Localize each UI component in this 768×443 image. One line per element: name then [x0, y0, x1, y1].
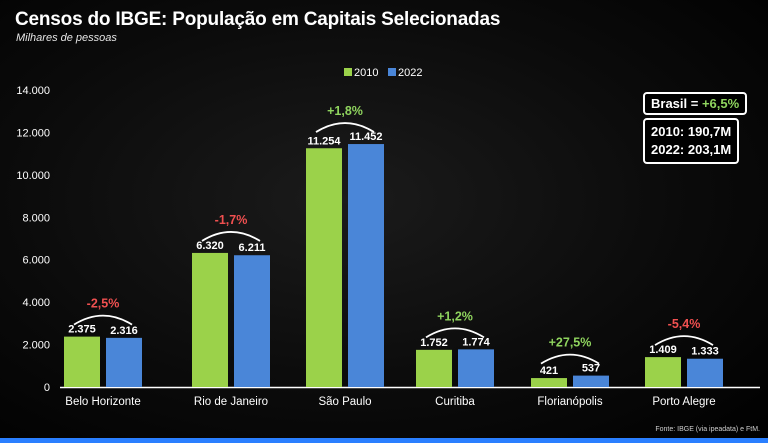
data-label-2022: 1.333	[691, 346, 719, 358]
category-label: Rio de Janeiro	[194, 396, 268, 408]
data-label-2010: 2.375	[68, 324, 96, 336]
change-arc	[73, 314, 133, 326]
census-total-2022: 2022: 203,1M	[651, 142, 732, 157]
category-label: Porto Alegre	[652, 396, 715, 408]
bar-2022	[458, 349, 494, 387]
source-note: Fonte: IBGE (via ipeadata) e FtM.	[655, 426, 760, 433]
bar-2022	[234, 255, 270, 387]
data-label-2010: 421	[540, 365, 558, 377]
change-label: +1,2%	[437, 309, 473, 323]
bar-2010	[192, 252, 228, 387]
y-tick-label: 6.000	[22, 255, 50, 267]
y-tick-label: 4.000	[22, 297, 50, 309]
data-label-2022: 11.452	[349, 131, 382, 143]
change-arc	[654, 335, 714, 346]
change-arc	[540, 353, 600, 365]
bar-2010	[645, 357, 681, 387]
change-arc	[201, 231, 261, 242]
bar-2010	[531, 378, 567, 387]
bar-2010	[416, 349, 452, 387]
census-totals-box: 2010: 190,7M 2022: 203,1M	[643, 118, 740, 164]
legend-label-2022: 2022	[398, 67, 422, 79]
y-tick-label: 2.000	[22, 340, 50, 352]
brasil-label: Brasil =	[651, 96, 702, 111]
data-label-2022: 6.211	[239, 242, 266, 254]
data-label-2022: 537	[582, 363, 600, 375]
category-label: Curitiba	[435, 396, 475, 408]
brasil-change: +6,5%	[701, 96, 740, 111]
data-label-2010: 1.409	[649, 344, 677, 356]
bar-2010	[306, 148, 342, 387]
change-arc	[315, 122, 375, 133]
census-total-2010: 2010: 190,7M	[651, 124, 732, 139]
category-label: São Paulo	[318, 396, 371, 408]
bar-2022	[348, 144, 384, 387]
change-label: -2,5%	[87, 297, 120, 311]
legend-swatch-2010	[344, 68, 352, 76]
data-label-2010: 1.752	[420, 337, 448, 349]
y-tick-label: 12.000	[16, 127, 50, 139]
legend-swatch-2022	[388, 68, 396, 76]
data-label-2010: 6.320	[196, 240, 224, 252]
legend-label-2010: 2010	[354, 67, 378, 79]
brasil-change-box: Brasil = +6,5%	[643, 92, 748, 115]
change-label: +27,5%	[549, 336, 592, 350]
change-label: -5,4%	[668, 317, 701, 331]
bar-2022	[106, 337, 142, 387]
bar-2022	[687, 358, 723, 387]
data-label-2010: 11.254	[307, 135, 341, 147]
chart-subtitle: Milhares de pessoas	[16, 32, 117, 44]
data-label-2022: 2.316	[110, 325, 138, 337]
y-tick-label: 8.000	[22, 212, 50, 224]
change-arc	[425, 327, 485, 339]
change-label: -1,7%	[215, 213, 248, 227]
y-tick-label: 10.000	[16, 170, 50, 182]
chart-title: Censos do IBGE: População em Capitais Se…	[15, 9, 501, 30]
bar-2010	[64, 336, 100, 387]
bottom-accent-bar	[0, 438, 768, 443]
y-tick-label: 14.000	[16, 85, 50, 97]
category-label: Belo Horizonte	[65, 396, 140, 408]
y-tick-label: 0	[44, 382, 50, 394]
data-label-2022: 1.774	[462, 336, 490, 348]
category-label: Florianópolis	[537, 396, 602, 408]
change-label: +1,8%	[327, 104, 363, 118]
bar-2022	[573, 375, 609, 387]
